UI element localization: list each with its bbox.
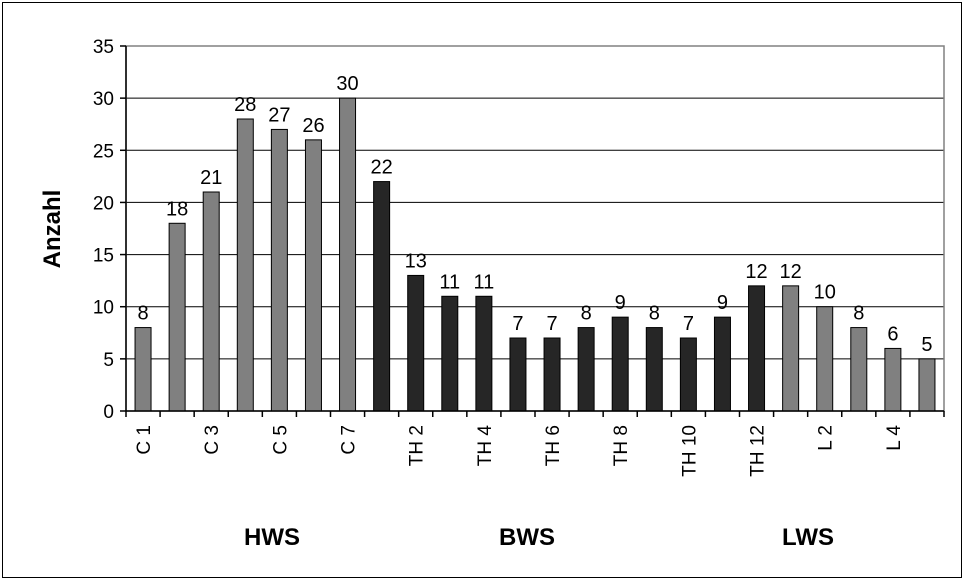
y-tick-label: 20 xyxy=(93,193,114,214)
x-tick-label: TH 10 xyxy=(679,425,700,477)
data-label: 8 xyxy=(853,303,864,325)
bar xyxy=(202,191,220,412)
data-label: 8 xyxy=(137,303,148,325)
data-label: 6 xyxy=(887,323,898,345)
x-tick-label: C 5 xyxy=(270,425,291,455)
x-tick-label: TH 12 xyxy=(748,425,769,477)
group-label: BWS xyxy=(499,524,555,551)
x-tick-label: TH 4 xyxy=(475,425,496,467)
bar xyxy=(509,337,527,412)
data-label: 7 xyxy=(512,313,523,335)
data-label: 5 xyxy=(921,334,932,356)
bar xyxy=(884,347,902,412)
bar xyxy=(816,306,834,412)
bar xyxy=(134,327,152,412)
x-tick-label: TH 8 xyxy=(611,425,632,466)
bar xyxy=(748,285,766,412)
data-label: 28 xyxy=(234,94,256,116)
y-tick-label: 10 xyxy=(93,298,114,319)
bar xyxy=(713,316,731,412)
data-label: 12 xyxy=(745,261,767,283)
data-label: 10 xyxy=(814,282,836,304)
data-label: 18 xyxy=(166,198,188,220)
data-label: 7 xyxy=(546,313,557,335)
x-tick-label: C 1 xyxy=(134,425,155,455)
bar xyxy=(270,128,288,412)
group-label: HWS xyxy=(244,524,300,551)
data-label: 27 xyxy=(268,104,290,126)
y-axis-title: Anzahl xyxy=(39,190,66,269)
y-tick-label: 30 xyxy=(93,89,114,110)
data-label: 22 xyxy=(371,157,393,179)
data-label: 8 xyxy=(581,303,592,325)
bar xyxy=(850,327,868,412)
x-tick-label: C 3 xyxy=(202,425,223,455)
x-tick-label: C 7 xyxy=(339,425,360,455)
bar xyxy=(441,295,459,412)
bar xyxy=(645,327,663,412)
y-tick-label: 0 xyxy=(103,402,114,423)
data-label: 11 xyxy=(439,271,460,293)
bar xyxy=(407,274,425,412)
data-label: 11 xyxy=(473,271,494,293)
data-label: 8 xyxy=(649,303,660,325)
bar xyxy=(304,139,322,412)
bar xyxy=(168,222,186,412)
data-label: 9 xyxy=(717,292,728,314)
data-label: 7 xyxy=(683,313,694,335)
y-tick-label: 35 xyxy=(93,37,114,58)
bar xyxy=(373,181,391,412)
bar xyxy=(475,295,493,412)
y-tick-label: 15 xyxy=(93,246,114,267)
group-label: LWS xyxy=(782,524,834,551)
x-tick-label: L 4 xyxy=(884,425,905,451)
bar xyxy=(782,285,800,412)
y-tick-label: 5 xyxy=(103,350,114,371)
data-label: 9 xyxy=(615,292,626,314)
data-label: 30 xyxy=(336,73,358,95)
data-label: 21 xyxy=(200,167,222,189)
bar xyxy=(611,316,629,412)
bar xyxy=(679,337,697,412)
x-tick-label: TH 2 xyxy=(407,425,428,466)
bar xyxy=(339,97,357,412)
y-tick-label: 25 xyxy=(93,141,114,162)
x-tick-label: L 2 xyxy=(816,425,837,451)
bar xyxy=(543,337,561,412)
bar xyxy=(236,118,254,412)
data-label: 12 xyxy=(780,261,802,283)
data-label: 13 xyxy=(405,250,427,272)
data-label: 26 xyxy=(302,115,324,137)
bar xyxy=(918,358,936,412)
bar xyxy=(577,327,595,412)
x-tick-label: TH 6 xyxy=(543,425,564,466)
